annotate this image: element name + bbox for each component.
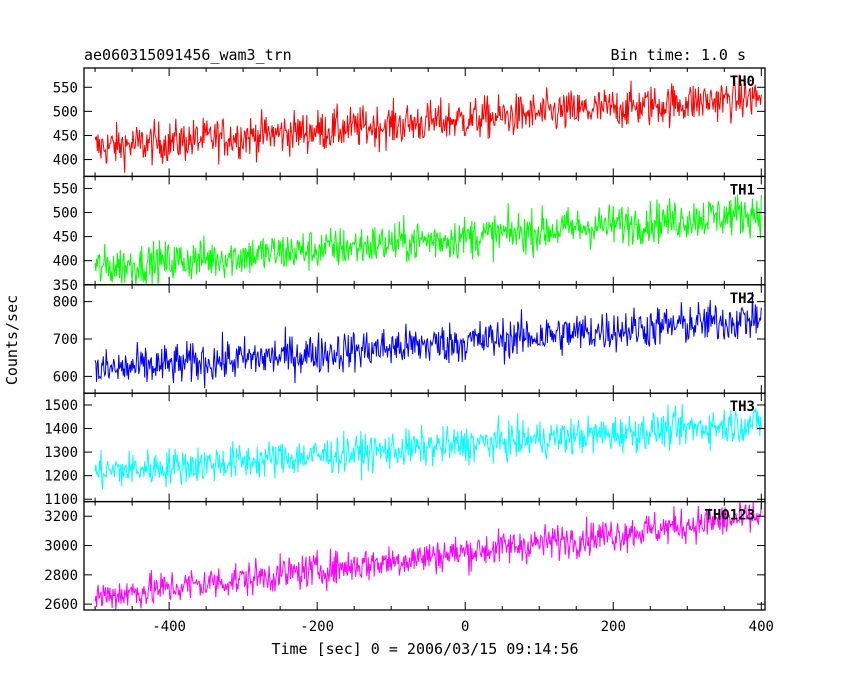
panel-th1: 350 400 450 500 550 TH1 — [53, 175, 766, 294]
panel-label-th1: TH1 — [730, 182, 755, 198]
series-line-th1 — [94, 194, 762, 285]
x-tick-label: -400 — [152, 619, 186, 635]
y-tick-label: 350 — [53, 278, 78, 294]
panel-th0: 400 450 500 550 TH0 — [53, 67, 766, 178]
x-axis-label: Time [sec] 0 = 2006/03/15 09:14:56 — [271, 640, 578, 658]
x-tick-label: 0 — [461, 619, 469, 635]
panels-group: 400 450 500 550 TH0 350 400 450 500 550 TH1 600 700 8… — [44, 67, 774, 635]
chart-title: ae060315091456_wam3_trn — [84, 46, 292, 64]
y-tick-label: 700 — [53, 332, 78, 348]
y-tick-label: 1100 — [44, 492, 78, 508]
x-tick-label: 400 — [749, 619, 774, 635]
y-tick-label: 1200 — [44, 469, 78, 485]
bin-time-label: Bin time: 1.0 s — [611, 46, 746, 64]
panel-label-th2: TH2 — [730, 291, 755, 307]
panel-frame-th0123 — [83, 500, 766, 611]
y-tick-label: 3200 — [44, 509, 78, 525]
series-line-th2 — [94, 291, 762, 389]
y-tick-label: 600 — [53, 369, 78, 385]
y-tick-label: 2800 — [44, 568, 78, 584]
y-tick-label: 400 — [53, 254, 78, 270]
y-tick-label: 500 — [53, 104, 78, 120]
y-axis-label: Counts/sec — [3, 295, 21, 385]
panel-th2: 600 700 800 TH2 — [53, 284, 766, 394]
panel-label-th0: TH0 — [730, 74, 755, 90]
x-tick-label: -200 — [300, 619, 334, 635]
y-tick-label: 1500 — [44, 398, 78, 414]
y-tick-label: 550 — [53, 181, 78, 197]
series-line-th3 — [94, 403, 762, 490]
panel-frame-th2 — [83, 284, 766, 394]
series-line-th0123 — [94, 501, 762, 611]
y-tick-label: 800 — [53, 295, 78, 311]
y-tick-label: 450 — [53, 230, 78, 246]
y-tick-label: 450 — [53, 128, 78, 144]
panel-frame-th1 — [83, 175, 766, 286]
x-axis: -400 -200 0 200 400 — [152, 619, 774, 635]
panel-th0123: 2600 2800 3000 3200 TH0123 — [44, 500, 766, 613]
y-tick-label: 500 — [53, 206, 78, 222]
panel-label-th0123: TH0123 — [704, 508, 755, 524]
y-tick-label: 400 — [53, 153, 78, 169]
x-tick-label: 200 — [601, 619, 626, 635]
y-tick-label: 1400 — [44, 422, 78, 438]
series-line-th0 — [94, 74, 762, 173]
y-tick-label: 1300 — [44, 445, 78, 461]
y-tick-label: 550 — [53, 80, 78, 96]
panel-th3: 1100 1200 1300 1400 1500 TH3 — [44, 392, 766, 508]
y-tick-label: 3000 — [44, 539, 78, 555]
panel-label-th3: TH3 — [730, 399, 755, 415]
y-tick-label: 2600 — [44, 597, 78, 613]
